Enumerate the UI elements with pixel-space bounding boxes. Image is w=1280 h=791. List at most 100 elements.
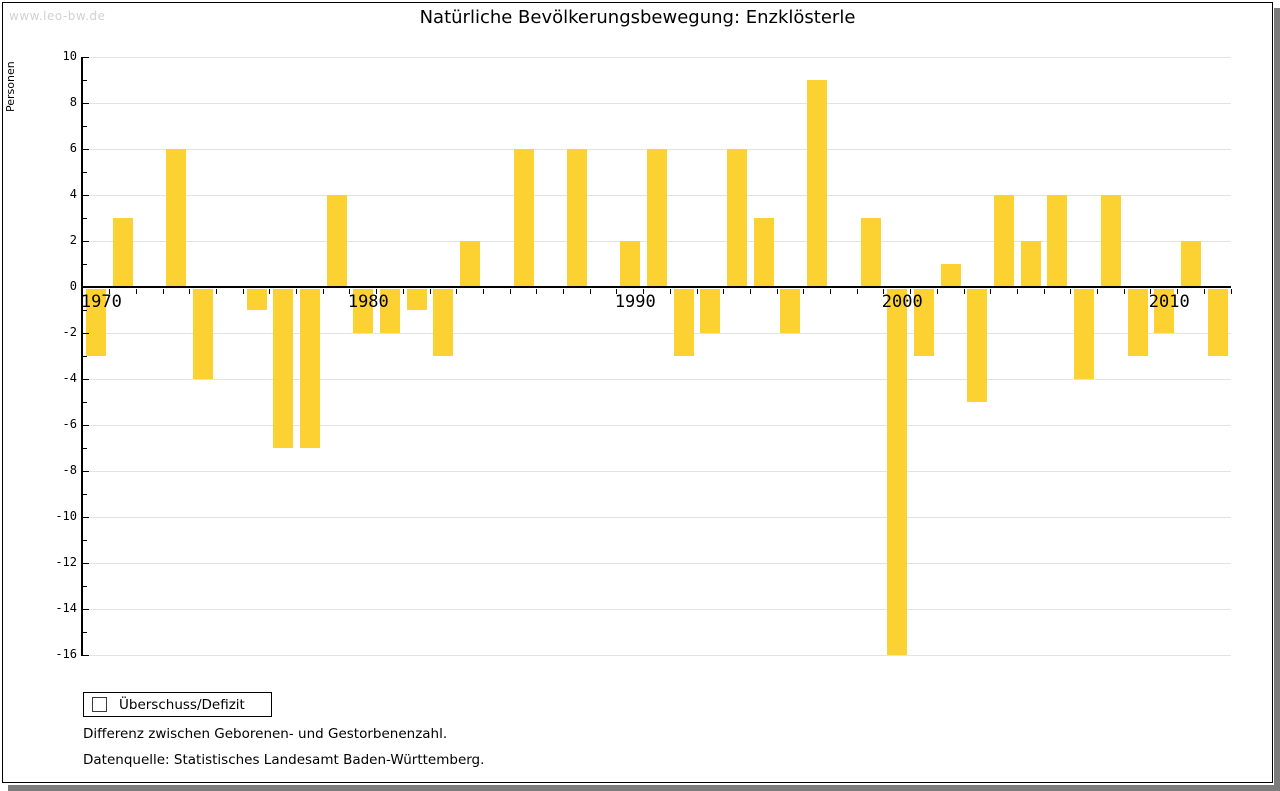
- y-tick--11: [83, 540, 87, 541]
- x-tick-28: [830, 289, 832, 294]
- y-tick-label--6: -6: [62, 417, 77, 431]
- bar-2005: [1020, 241, 1041, 287]
- y-tick-10: [83, 57, 89, 58]
- bar-1974: [193, 289, 214, 379]
- y-tick--13: [83, 586, 87, 587]
- y-tick-label--16: -16: [55, 647, 77, 661]
- x-tick-30: [883, 289, 885, 294]
- bar-2004: [994, 195, 1015, 287]
- legend-label: Überschuss/Defizit: [119, 696, 245, 713]
- bar-1992: [673, 289, 694, 356]
- y-tick-label-8: 8: [69, 95, 77, 109]
- x-tick-10: [349, 289, 351, 294]
- bar-1979: [326, 195, 347, 287]
- gridline-y--10: [83, 517, 1231, 518]
- y-tick--3: [83, 356, 87, 357]
- x-tick-42: [1203, 289, 1205, 294]
- bar-1976: [246, 289, 267, 310]
- y-tick-8: [83, 103, 89, 104]
- y-tick-6: [83, 149, 89, 150]
- x-tick-label-2010: 2010: [1148, 292, 1190, 312]
- x-tick-43: [1230, 289, 1232, 294]
- legend-box: Überschuss/Defizit: [83, 692, 272, 717]
- y-tick-label-4: 4: [69, 187, 77, 201]
- bar-2003: [967, 289, 988, 402]
- x-tick-label-1970: 1970: [80, 292, 122, 312]
- y-tick-0: [83, 287, 89, 288]
- y-tick--6: [83, 425, 89, 426]
- gridline-y--12: [83, 563, 1231, 564]
- bar-2007: [1074, 289, 1095, 379]
- bar-1981: [380, 289, 401, 333]
- x-tick-37: [1070, 289, 1072, 294]
- bar-1990: [620, 241, 641, 287]
- gridline-y--16: [83, 655, 1231, 656]
- x-tick-12: [402, 289, 404, 294]
- y-tick-label--2: -2: [62, 325, 77, 339]
- x-tick-label-1990: 1990: [614, 292, 656, 312]
- x-tick-5: [215, 289, 217, 294]
- x-tick-1: [109, 289, 111, 294]
- x-tick-4: [189, 289, 191, 294]
- y-tick-9: [83, 80, 87, 81]
- gridline-y--4: [83, 379, 1231, 380]
- frame-shadow-right: [1274, 8, 1280, 791]
- x-tick-3: [162, 289, 164, 294]
- y-tick--1: [83, 310, 87, 311]
- y-tick--2: [83, 333, 89, 334]
- bar-1996: [780, 289, 801, 333]
- bar-1984: [460, 241, 481, 287]
- y-tick-label--8: -8: [62, 463, 77, 477]
- x-tick-22: [669, 289, 671, 294]
- bar-1983: [433, 289, 454, 356]
- plot-area: 10 8 6 4 2 0 -2 -4 -6 -8 -10 -12 -14 -16 1970 1980 1990 2…: [55, 49, 1232, 661]
- x-tick-29: [856, 289, 858, 294]
- gridline-y--14: [83, 609, 1231, 610]
- x-tick-20: [616, 289, 618, 294]
- x-tick-23: [696, 289, 698, 294]
- y-tick--7: [83, 448, 87, 449]
- gridline-y-8: [83, 103, 1231, 104]
- bar-2002: [940, 264, 961, 287]
- bar-1991: [647, 149, 667, 287]
- bar-1971: [113, 218, 134, 287]
- bar-1999: [860, 218, 881, 287]
- gridline-y-10: [83, 57, 1231, 58]
- x-tick-11: [376, 289, 378, 294]
- y-tick--4: [83, 379, 89, 380]
- y-tick--16: [83, 655, 89, 656]
- bar-1986: [513, 149, 534, 287]
- x-tick-8: [296, 289, 298, 294]
- chart-title: Natürliche Bevölkerungsbewegung: Enzklös…: [419, 7, 856, 28]
- y-axis-line: [81, 57, 83, 656]
- bar-2000: [887, 289, 908, 655]
- bar-2012: [1207, 289, 1228, 356]
- bar-1980: [353, 289, 374, 333]
- bar-1977: [273, 289, 294, 448]
- x-axis-zero-line: [83, 286, 1231, 288]
- x-tick-35: [1016, 289, 1018, 294]
- y-tick--14: [83, 609, 89, 610]
- bar-2006: [1047, 195, 1068, 287]
- y-axis-title: Personen: [4, 61, 17, 113]
- y-tick-label--10: -10: [55, 509, 77, 523]
- y-tick-1: [83, 264, 87, 265]
- x-tick-39: [1123, 289, 1125, 294]
- y-tick--15: [83, 632, 87, 633]
- y-tick-2: [83, 241, 89, 242]
- y-tick--9: [83, 494, 87, 495]
- legend-color-swatch: [92, 697, 107, 712]
- y-tick--5: [83, 402, 87, 403]
- x-tick-2: [135, 289, 137, 294]
- x-tick-19: [589, 289, 591, 294]
- bar-1997: [807, 80, 828, 287]
- bar-1994: [727, 149, 748, 287]
- x-tick-16: [509, 289, 511, 294]
- note-source: Datenquelle: Statistisches Landesamt Bad…: [83, 752, 485, 768]
- x-tick-40: [1150, 289, 1152, 294]
- y-tick-label--14: -14: [55, 601, 77, 615]
- gridline-y--8: [83, 471, 1231, 472]
- x-tick-6: [242, 289, 244, 294]
- x-tick-13: [429, 289, 431, 294]
